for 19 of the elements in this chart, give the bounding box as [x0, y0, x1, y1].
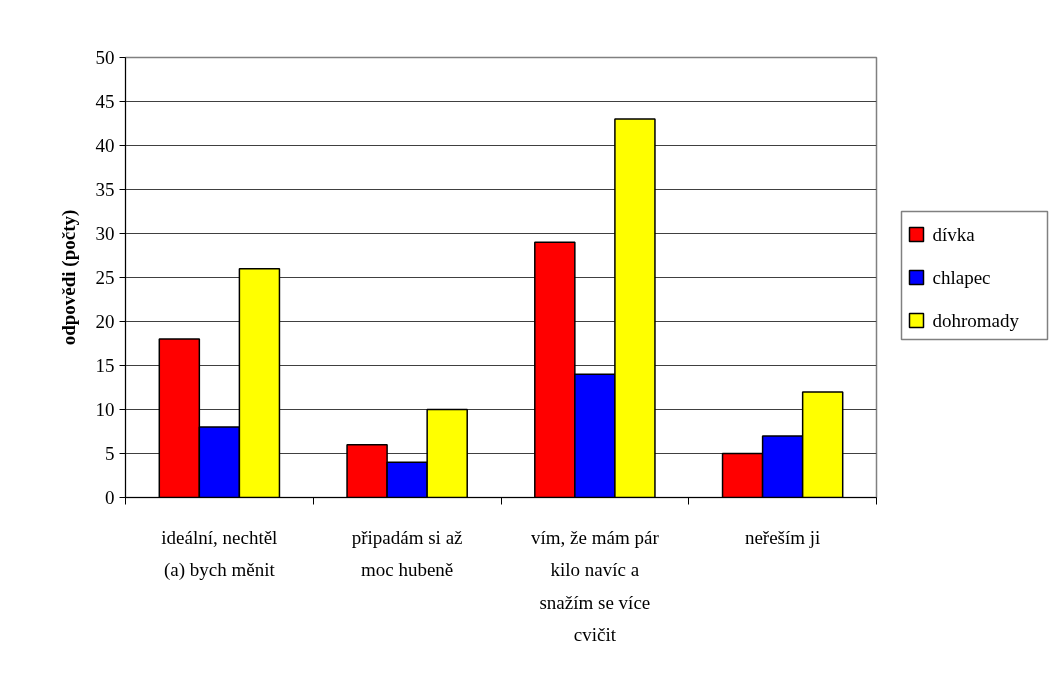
y-tick-label: 20	[95, 311, 115, 332]
x-tick-label: vím, že mám pár kilo navíc a snažím se více cvičit	[531, 526, 660, 646]
legend-label: dohromady	[932, 310, 1020, 331]
y-tick-label: 10	[95, 399, 115, 420]
legend-label: dívka	[932, 224, 976, 245]
y-tick-label: 30	[95, 223, 115, 244]
x-tick-label: ideální, nechtěl (a) bych měnit	[161, 526, 278, 582]
y-tick-label: 40	[95, 135, 115, 156]
y-tick-label: 15	[95, 355, 115, 376]
y-tick-label: 0	[105, 487, 115, 508]
y-tick-label: 50	[95, 47, 115, 68]
y-tick-label: 45	[95, 91, 115, 112]
y-axis-title: odpovědi (počty)	[57, 209, 80, 346]
x-tick-label: připadám si až moc hubeně	[351, 526, 463, 581]
y-tick-label: 5	[105, 443, 115, 464]
y-tick-label: 35	[95, 179, 115, 200]
x-tick-label: neřeším ji	[744, 526, 821, 548]
y-tick-label: 25	[95, 267, 115, 288]
legend-label: chlapec	[932, 267, 991, 288]
